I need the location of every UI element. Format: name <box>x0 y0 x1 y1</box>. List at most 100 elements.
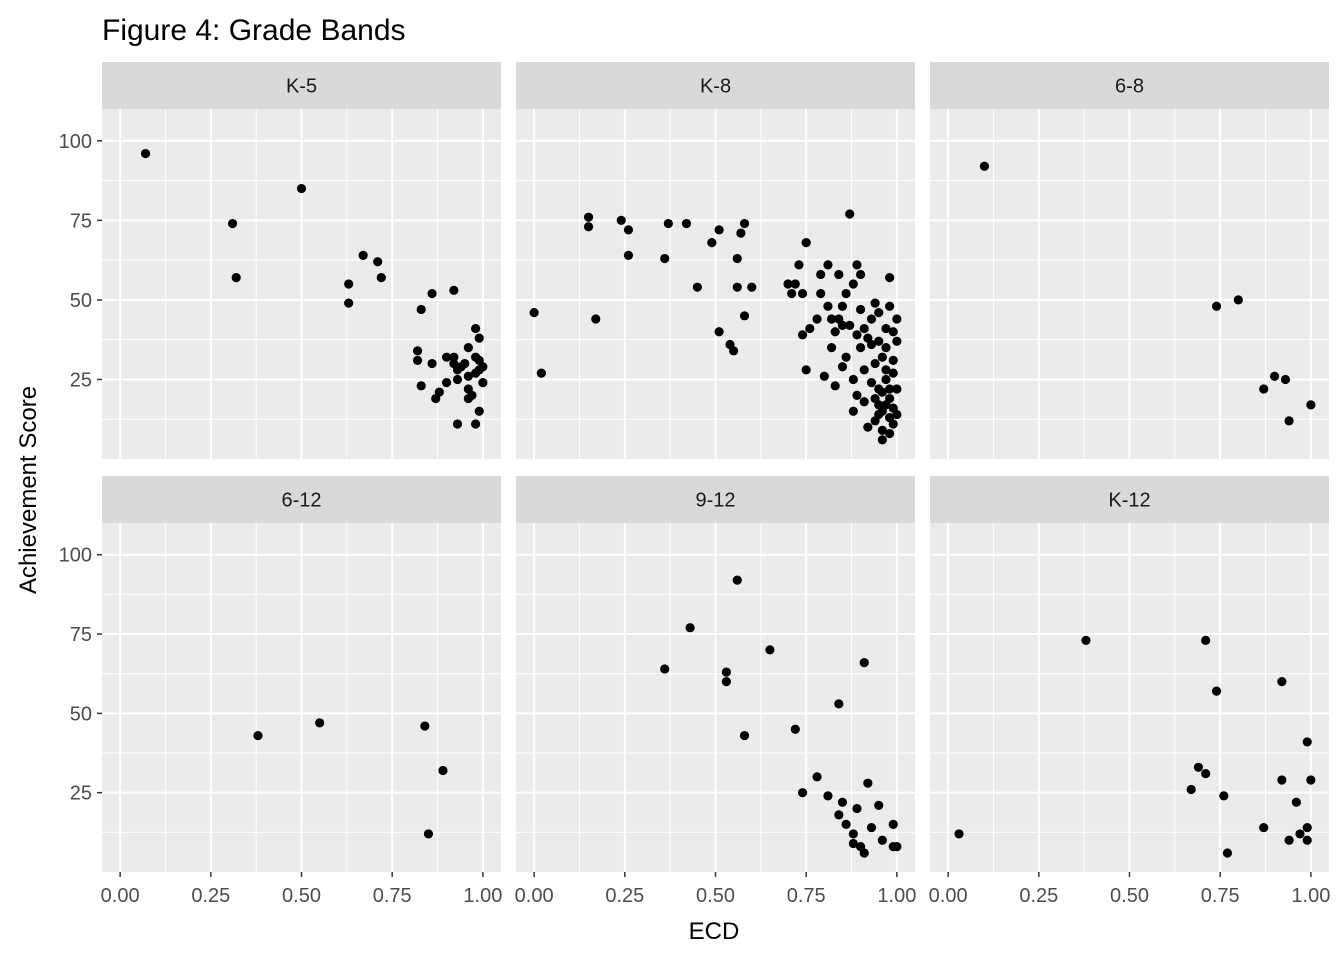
data-point <box>837 301 848 311</box>
data-point <box>747 282 757 292</box>
data-point <box>870 358 880 369</box>
data-point <box>1186 784 1196 795</box>
y-tick-label: 25 <box>70 369 92 391</box>
data-point <box>892 314 902 324</box>
facet-strip <box>102 476 501 523</box>
data-point <box>685 623 695 633</box>
data-point <box>866 822 877 833</box>
data-point <box>874 800 884 810</box>
x-tick-label: 1.00 <box>463 885 502 907</box>
data-point <box>478 362 488 372</box>
data-point <box>1284 416 1294 426</box>
facet-panel-K-12: K-12 0.00 0.25 0.50 0.75 1.00 <box>929 476 1330 907</box>
data-point <box>460 358 470 369</box>
data-point <box>877 835 887 845</box>
data-point <box>881 374 891 385</box>
x-tick-label: 0.75 <box>373 885 412 907</box>
facet-strip <box>930 62 1329 109</box>
data-point <box>474 333 484 343</box>
data-point <box>874 336 884 346</box>
facet-strip <box>102 62 501 109</box>
data-point <box>881 343 891 353</box>
data-point <box>438 765 448 776</box>
data-point <box>140 148 151 159</box>
data-point <box>714 225 724 235</box>
data-point <box>623 250 634 260</box>
data-point <box>591 314 601 324</box>
facet-strip <box>930 476 1329 523</box>
x-tick-label: 0.75 <box>1201 885 1240 907</box>
data-point <box>1081 635 1091 645</box>
data-point <box>471 323 481 334</box>
data-point <box>416 381 426 391</box>
data-point <box>1219 791 1229 801</box>
y-tick-label: 75 <box>70 624 92 646</box>
x-axis-label: ECD <box>689 918 740 945</box>
data-point <box>1277 775 1287 785</box>
data-point <box>837 320 848 330</box>
data-point <box>721 667 731 677</box>
data-point <box>427 358 437 369</box>
data-point <box>855 269 866 280</box>
facet-panel-9-12: 9-12 0.00 0.25 0.50 0.75 1.00 <box>515 476 916 907</box>
x-tick-label: 1.00 <box>877 885 916 907</box>
data-point <box>1291 797 1301 807</box>
data-point <box>721 677 731 687</box>
x-tick-label: 0.25 <box>605 885 644 907</box>
data-point <box>583 222 594 232</box>
data-point <box>1277 677 1287 687</box>
x-tick-label: 0.50 <box>696 885 735 907</box>
data-point <box>1233 295 1243 305</box>
data-point <box>376 273 386 283</box>
data-point <box>1302 737 1312 747</box>
data-point <box>848 838 858 849</box>
data-point <box>881 365 891 375</box>
data-point <box>449 352 459 362</box>
data-point <box>358 250 368 260</box>
data-point <box>797 788 808 798</box>
facet-panels: K-5 25 50 75 100 K-8 6-8 6-12 25 50 75 100 0.00 0.25 0… <box>59 62 1330 907</box>
data-point <box>427 288 437 299</box>
data-point <box>692 282 702 292</box>
data-point <box>874 384 884 394</box>
data-point <box>819 371 829 381</box>
data-point <box>863 778 873 788</box>
data-point <box>452 419 463 429</box>
x-tick-label: 0.00 <box>101 885 140 907</box>
data-point <box>420 721 430 731</box>
data-point <box>797 288 808 299</box>
data-point <box>801 365 811 375</box>
facet-panel-6-12: 6-12 25 50 75 100 0.00 0.25 0.50 0.75 1.00 <box>59 476 502 907</box>
data-point <box>1295 829 1305 839</box>
data-point <box>888 368 898 378</box>
data-point <box>253 730 263 741</box>
x-tick-label: 0.25 <box>1019 885 1058 907</box>
data-point <box>449 285 459 295</box>
data-point <box>881 323 891 334</box>
data-point <box>859 365 869 375</box>
data-point <box>797 330 808 340</box>
data-point <box>837 797 848 807</box>
data-point <box>848 374 858 385</box>
data-point <box>452 374 463 385</box>
data-point <box>765 645 775 655</box>
facet-strip-label: 6-12 <box>281 490 321 512</box>
data-point <box>855 304 866 315</box>
data-point <box>845 209 855 219</box>
data-point <box>423 829 434 839</box>
data-point <box>859 323 869 334</box>
data-point <box>892 842 902 852</box>
data-point <box>885 301 895 311</box>
data-point <box>888 819 898 830</box>
data-point <box>877 425 887 435</box>
data-point <box>866 339 877 350</box>
data-point <box>870 393 880 404</box>
data-point <box>845 320 855 330</box>
data-point <box>1193 762 1204 772</box>
data-point <box>344 279 354 289</box>
y-tick-label: 75 <box>70 210 92 232</box>
chart-title: Figure 4: Grade Bands <box>102 14 406 47</box>
data-point <box>852 260 862 270</box>
data-point <box>434 387 444 397</box>
